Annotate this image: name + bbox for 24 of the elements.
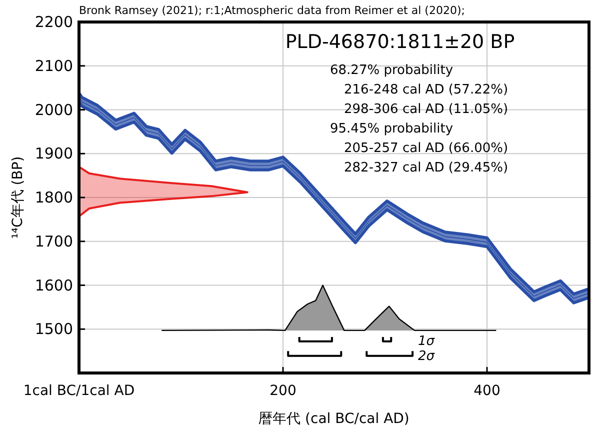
annotation: 1σ bbox=[418, 334, 436, 349]
x-tick-label: 400 bbox=[474, 383, 500, 399]
x-tick-label: 200 bbox=[270, 383, 296, 399]
text: PLD-46870:1811±20 BP bbox=[285, 31, 515, 53]
y-axis-title: ¹⁴C年代 (BP) bbox=[10, 156, 26, 239]
y-tick-label: 1700 bbox=[34, 232, 73, 250]
y-tick-label: 2000 bbox=[34, 100, 73, 119]
chart-subtitle: Bronk Ramsey (2021); r:1;Atmospheric data from Reimer et al (2020); bbox=[79, 4, 465, 17]
annotation: 298-306 cal AD (11.05%) bbox=[344, 102, 508, 117]
annotation: 2σ bbox=[418, 349, 436, 364]
y-tick-label: 1800 bbox=[34, 188, 73, 206]
y-tick-label: 2200 bbox=[34, 13, 73, 31]
y-tick-label: 2100 bbox=[34, 56, 73, 75]
x-axis-title: 暦年代 (cal BC/cal AD) bbox=[258, 411, 410, 427]
annotation: 216-248 cal AD (57.22%) bbox=[344, 82, 508, 98]
y-tick-label: 1500 bbox=[34, 320, 73, 338]
annotation: 282-327 cal AD (29.45%) bbox=[344, 160, 508, 176]
annotation: 205-257 cal AD (66.00%) bbox=[344, 141, 508, 156]
annotation: 68.27% probability bbox=[330, 63, 454, 78]
x-tick-label: 1cal BC/1cal AD bbox=[23, 383, 135, 399]
annotation: 95.45% probability bbox=[330, 122, 454, 136]
line-series bbox=[79, 166, 248, 218]
y-tick-label: 1600 bbox=[34, 276, 73, 294]
y-tick-label: 1900 bbox=[34, 144, 73, 163]
